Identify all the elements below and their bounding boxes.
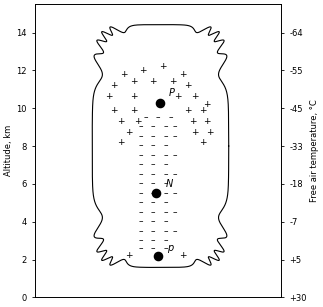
Text: –: – [139, 151, 143, 160]
Text: –: – [143, 113, 148, 122]
Text: –: – [139, 217, 143, 226]
Text: +: + [179, 70, 186, 79]
Text: +: + [199, 138, 206, 147]
Text: –: – [139, 132, 143, 141]
Point [153, 191, 158, 196]
Text: +: + [184, 81, 191, 90]
Text: –: – [139, 142, 143, 150]
Text: –: – [163, 227, 168, 236]
Text: –: – [151, 208, 155, 217]
Text: +: + [149, 77, 157, 86]
Text: –: – [139, 179, 143, 188]
Text: +: + [140, 66, 147, 75]
Text: –: – [151, 161, 155, 169]
Text: –: – [151, 142, 155, 150]
Text: +: + [110, 81, 117, 90]
Text: +: + [130, 92, 137, 101]
Text: –: – [156, 113, 160, 122]
Point [158, 100, 163, 105]
Text: p: p [167, 243, 173, 253]
Text: +: + [135, 117, 142, 126]
Text: –: – [173, 151, 178, 160]
Text: +: + [189, 117, 196, 126]
Text: –: – [163, 179, 168, 188]
Text: –: – [173, 132, 178, 141]
Text: –: – [163, 236, 168, 245]
Text: –: – [139, 208, 143, 217]
Text: –: – [173, 208, 178, 217]
Text: +: + [117, 117, 125, 126]
Text: –: – [173, 170, 178, 179]
Text: –: – [173, 227, 178, 236]
Text: –: – [139, 227, 143, 236]
Y-axis label: Free air temperature, °C: Free air temperature, °C [310, 99, 319, 202]
Text: –: – [163, 217, 168, 226]
Text: +: + [206, 128, 214, 137]
Point [155, 253, 161, 258]
Text: +: + [125, 128, 132, 137]
Text: –: – [151, 170, 155, 179]
Text: –: – [151, 244, 155, 253]
Text: +: + [159, 62, 167, 71]
Text: +: + [203, 117, 211, 126]
Text: –: – [168, 113, 172, 122]
Text: –: – [151, 217, 155, 226]
Text: –: – [163, 142, 168, 150]
Text: +: + [191, 92, 199, 101]
Text: –: – [163, 244, 168, 253]
Text: –: – [151, 227, 155, 236]
Text: +: + [117, 138, 125, 147]
Text: –: – [163, 208, 168, 217]
Text: +: + [174, 92, 182, 101]
Text: –: – [163, 122, 168, 132]
Text: –: – [139, 170, 143, 179]
Text: N: N [165, 179, 172, 188]
Text: –: – [151, 179, 155, 188]
Text: –: – [163, 189, 168, 198]
Text: –: – [173, 122, 178, 132]
Text: +: + [120, 70, 127, 79]
Text: –: – [151, 198, 155, 207]
Text: +: + [184, 106, 191, 115]
Text: –: – [163, 132, 168, 141]
Text: P: P [169, 88, 175, 98]
Text: +: + [105, 92, 112, 101]
Text: –: – [139, 198, 143, 207]
Text: +: + [191, 128, 199, 137]
Text: –: – [139, 189, 143, 198]
Text: +: + [110, 106, 117, 115]
Text: –: – [163, 170, 168, 179]
Text: –: – [163, 198, 168, 207]
Text: –: – [151, 122, 155, 132]
Text: –: – [139, 236, 143, 245]
Text: –: – [163, 161, 168, 169]
Text: –: – [139, 122, 143, 132]
Text: –: – [151, 132, 155, 141]
Text: –: – [151, 189, 155, 198]
Text: –: – [139, 244, 143, 253]
Text: +: + [203, 100, 211, 109]
Text: –: – [139, 161, 143, 169]
Text: –: – [173, 189, 178, 198]
Text: +: + [125, 251, 132, 260]
Text: –: – [151, 151, 155, 160]
Text: +: + [179, 251, 186, 260]
Text: –: – [163, 151, 168, 160]
Text: +: + [169, 77, 177, 86]
Text: +: + [130, 106, 137, 115]
Text: +: + [199, 106, 206, 115]
Text: +: + [130, 77, 137, 86]
Polygon shape [92, 25, 229, 267]
Y-axis label: Altitude, km: Altitude, km [4, 125, 13, 177]
Text: –: – [151, 236, 155, 245]
